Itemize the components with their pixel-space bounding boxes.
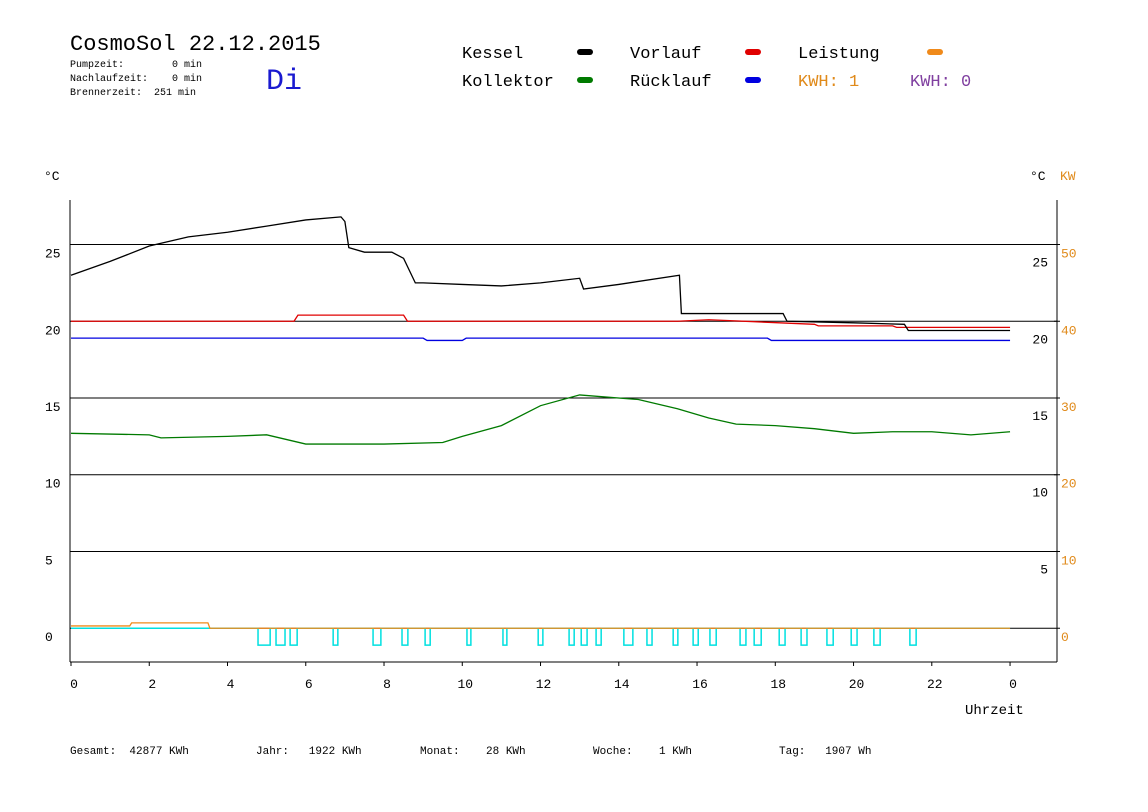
series-line: [71, 337, 1011, 342]
info-line: Pumpzeit: 0 min: [70, 59, 202, 71]
series-line: [70, 216, 1011, 332]
footer-stat: Gesamt: 42877 KWh: [70, 746, 189, 758]
y-tick-label: 0: [45, 630, 53, 645]
x-tick-label: 0: [1009, 677, 1017, 692]
y-right-axis-label: °C: [1030, 169, 1046, 184]
info-line: Brennerzeit: 251 min: [70, 87, 196, 99]
x-tick-label: 10: [457, 677, 473, 692]
y-right-tick-label: 5: [1040, 562, 1048, 577]
y2-axis-label: KW: [1060, 169, 1076, 184]
y-axis-label: °C: [44, 169, 60, 184]
legend-label: Kollektor: [462, 73, 554, 92]
y2-tick-label: 0: [1061, 630, 1069, 645]
y-tick-label: 25: [45, 247, 61, 262]
y-right-tick-label: 25: [1032, 256, 1048, 271]
y2-tick-label: 40: [1061, 323, 1077, 338]
y2-tick-label: 10: [1061, 553, 1077, 568]
x-tick-label: 2: [148, 677, 156, 692]
x-tick-label: 0: [70, 677, 78, 692]
footer-stat: Monat: 28 KWh: [420, 746, 526, 758]
y-right-tick-label: 20: [1032, 332, 1048, 347]
y2-tick-label: 30: [1061, 400, 1077, 415]
y-tick-label: 10: [45, 477, 61, 492]
y-tick-label: 5: [45, 553, 53, 568]
footer-stat: Jahr: 1922 KWh: [256, 746, 362, 758]
footer-stat: Tag: 1907 Wh: [779, 746, 871, 758]
x-tick-label: 22: [927, 677, 943, 692]
y-tick-label: 20: [45, 323, 61, 338]
kwh-label: KWH: 0: [910, 73, 971, 92]
legend-label: Leistung: [798, 45, 880, 64]
x-tick-label: 14: [614, 677, 630, 692]
y2-tick-label: 20: [1061, 477, 1077, 492]
y-right-tick-label: 15: [1032, 409, 1048, 424]
legend-label: Vorlauf: [630, 45, 701, 64]
x-tick-label: 16: [692, 677, 708, 692]
chart-title: CosmoSol 22.12.2015: [70, 32, 321, 57]
series-line: [70, 394, 1011, 445]
x-tick-label: 12: [536, 677, 552, 692]
y-right-tick-label: 10: [1032, 486, 1048, 501]
legend-label: Kessel: [462, 45, 523, 64]
legend-label: Rücklauf: [630, 73, 712, 92]
x-axis-label: Uhrzeit: [965, 703, 1024, 719]
x-tick-label: 18: [770, 677, 786, 692]
weekday: Di: [266, 65, 302, 99]
x-tick-label: 4: [227, 677, 235, 692]
x-tick-label: 6: [305, 677, 313, 692]
x-tick-label: 8: [383, 677, 391, 692]
info-line: Nachlaufzeit: 0 min: [70, 73, 202, 85]
kwh-label: KWH: 1: [798, 73, 859, 92]
y-tick-label: 15: [45, 400, 61, 415]
y2-tick-label: 50: [1061, 247, 1077, 262]
footer-stat: Woche: 1 KWh: [593, 746, 692, 758]
series-line: [71, 622, 1011, 629]
x-tick-label: 20: [849, 677, 865, 692]
series-line: [71, 314, 1011, 329]
